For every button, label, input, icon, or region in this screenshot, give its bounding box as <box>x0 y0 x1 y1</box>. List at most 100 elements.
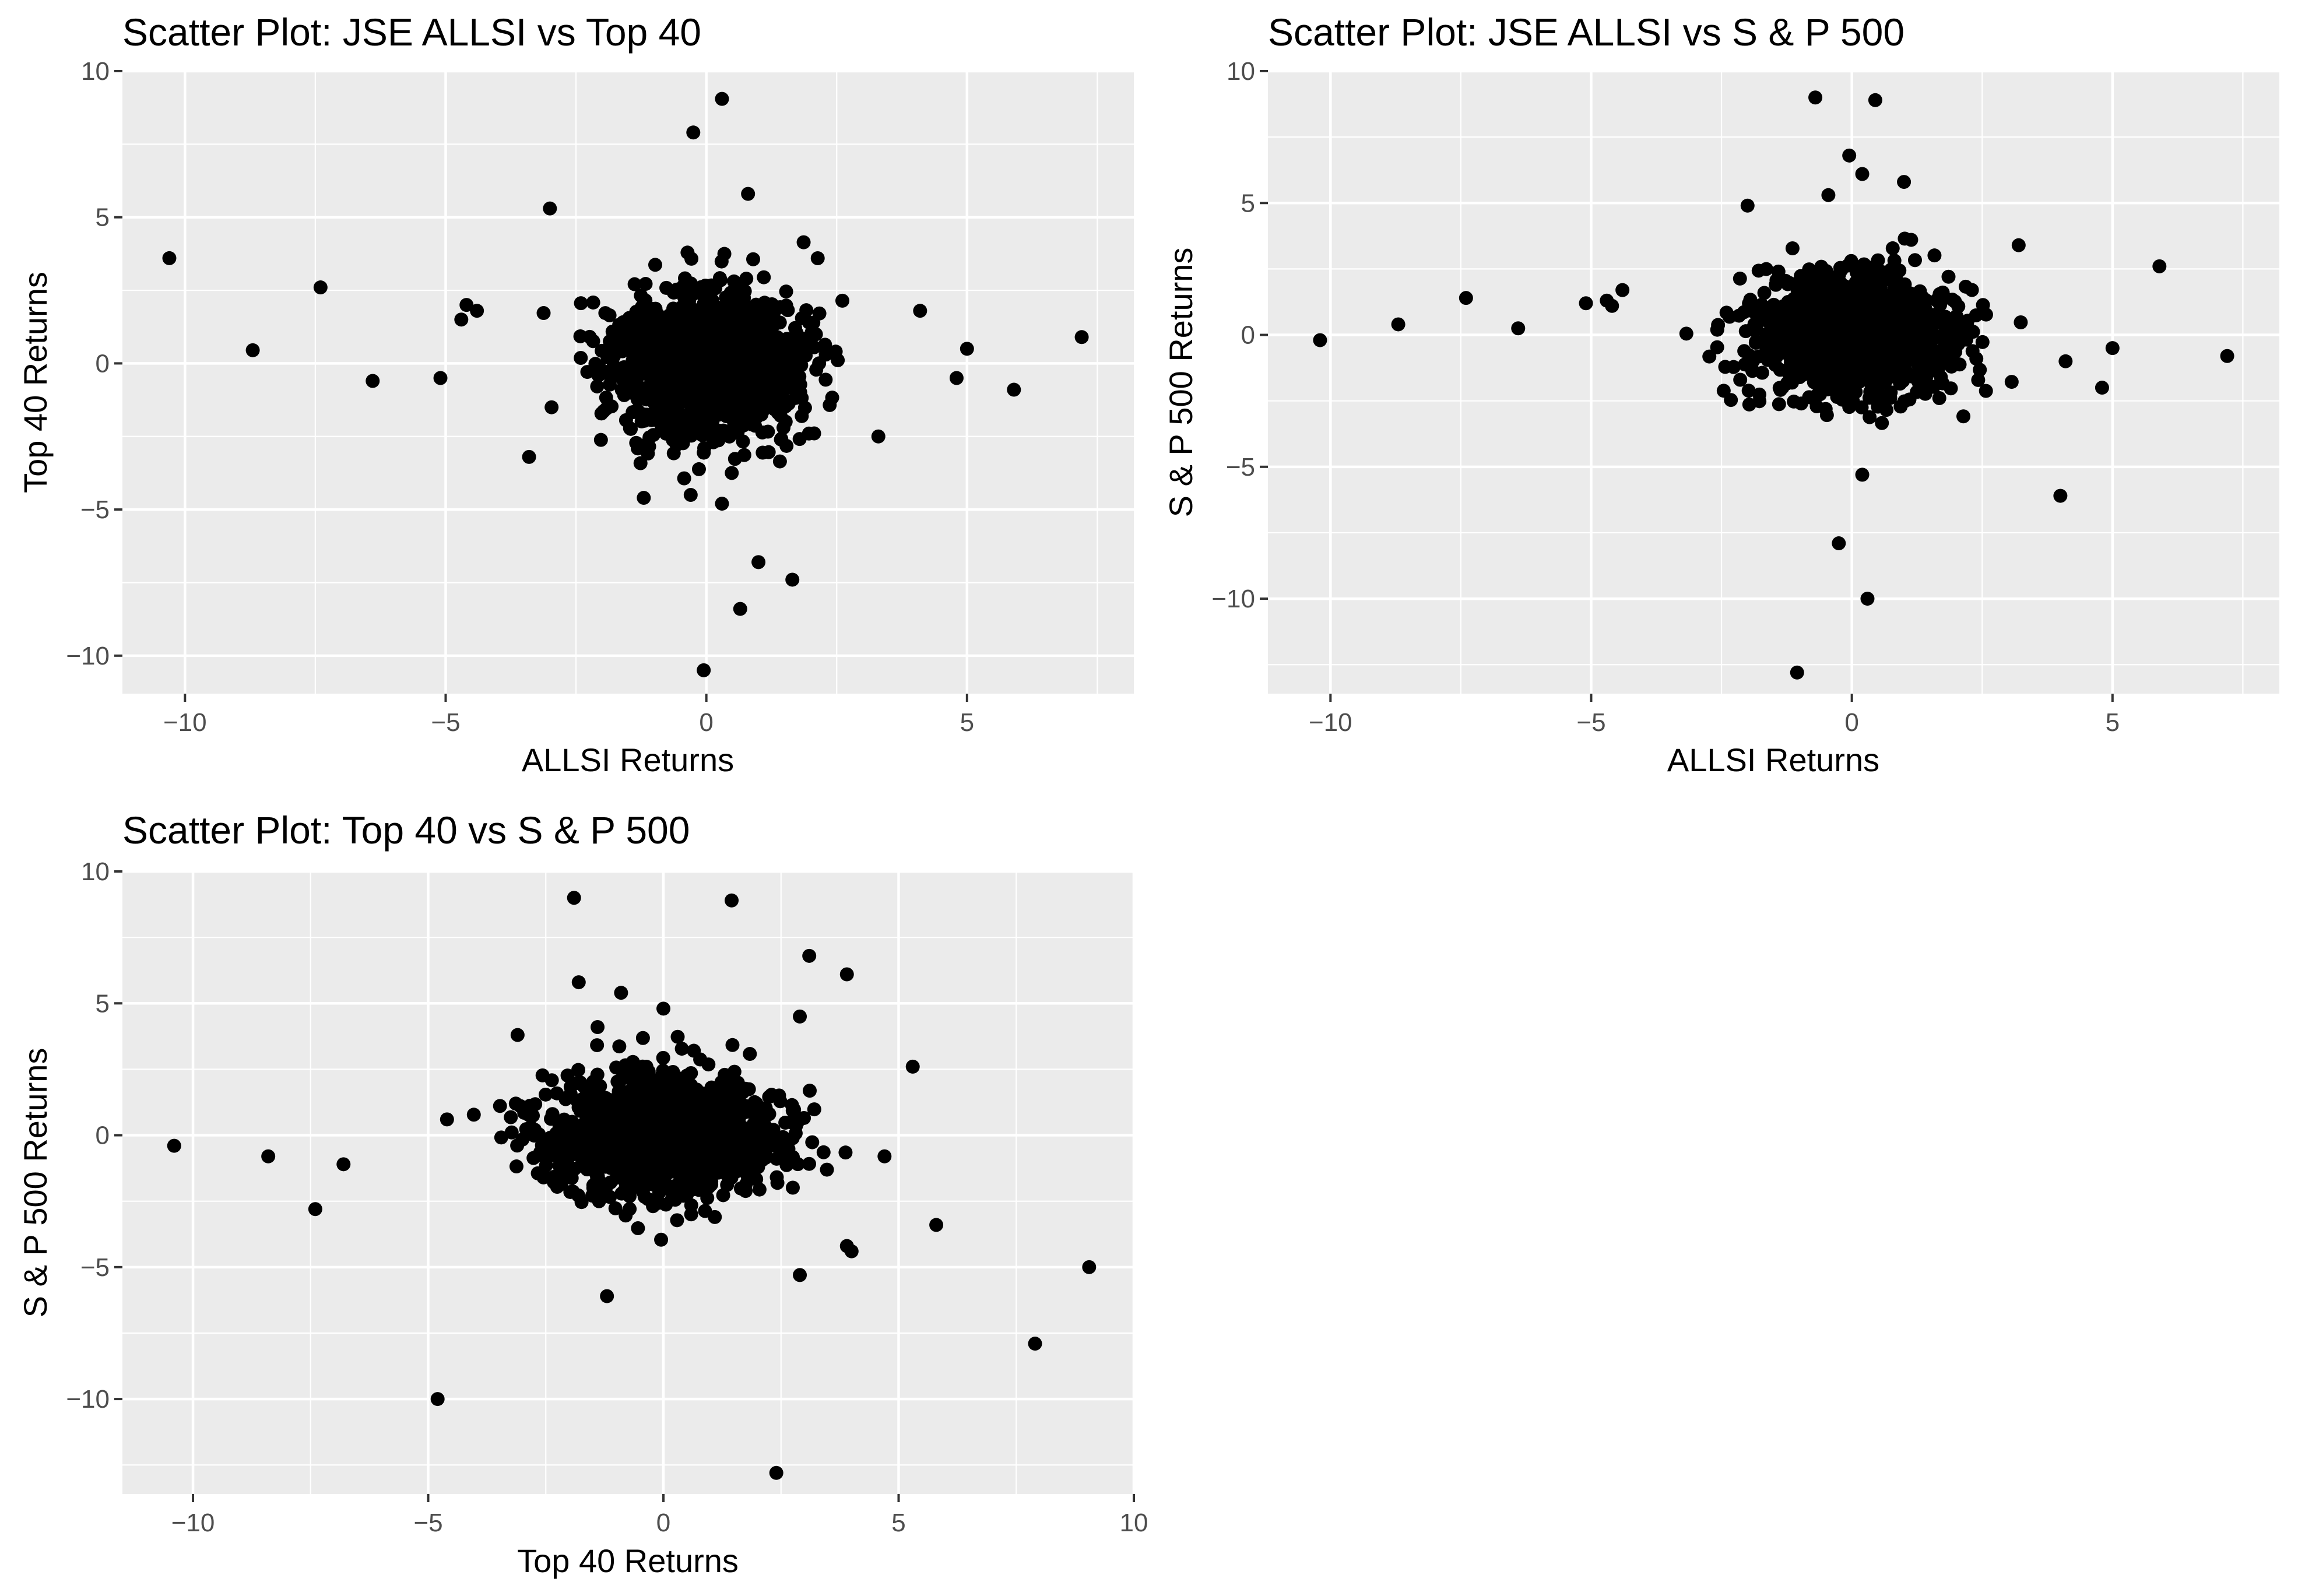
data-point <box>1965 283 1979 297</box>
data-point <box>1798 273 1813 287</box>
data-point <box>1615 283 1630 297</box>
data-point <box>597 1145 612 1159</box>
data-point <box>704 1148 719 1162</box>
data-point <box>683 488 698 502</box>
data-point <box>656 1050 670 1065</box>
data-point <box>1716 384 1731 398</box>
data-point <box>761 424 775 439</box>
data-point <box>1819 263 1833 278</box>
data-point <box>510 1028 525 1042</box>
data-point <box>793 1268 807 1282</box>
data-point <box>647 396 662 411</box>
data-point <box>593 1183 607 1197</box>
data-point <box>680 1115 694 1129</box>
data-point <box>716 1188 730 1203</box>
data-point <box>1743 293 1758 307</box>
data-point <box>728 1091 743 1105</box>
data-point <box>336 1157 351 1172</box>
data-point <box>632 1089 646 1104</box>
data-point <box>764 1088 779 1102</box>
data-point <box>580 365 595 379</box>
data-point <box>721 333 736 348</box>
data-point <box>2014 315 2028 330</box>
data-point <box>536 306 551 321</box>
data-point <box>433 371 448 385</box>
data-point <box>648 258 662 272</box>
data-point <box>1843 286 1857 300</box>
data-point <box>2053 488 2068 503</box>
data-point <box>741 187 756 201</box>
scatter-chart-allsi-vs-sp500: Scatter Plot: JSE ALLSI vs S & P 500 −10… <box>1162 10 2279 778</box>
data-point <box>590 379 605 393</box>
data-point <box>810 251 825 266</box>
data-point <box>747 1103 761 1117</box>
x-tick-label: 0 <box>699 708 713 737</box>
data-point <box>803 1084 817 1098</box>
data-point <box>681 294 696 309</box>
data-point <box>1842 148 1857 163</box>
data-point <box>2220 349 2234 363</box>
data-point <box>785 1180 800 1195</box>
data-point <box>602 377 617 392</box>
x-tick-label: −5 <box>1576 708 1605 737</box>
data-point <box>1710 322 1724 337</box>
data-points <box>1313 90 2234 680</box>
data-point <box>1819 408 1834 423</box>
data-point <box>1825 356 1840 371</box>
data-point <box>665 1191 679 1206</box>
y-tick-label: −5 <box>1226 453 1255 481</box>
x-axis-label: ALLSI Returns <box>1667 741 1879 778</box>
data-point <box>637 441 651 456</box>
data-point <box>2152 259 2167 273</box>
data-point <box>546 1130 560 1144</box>
data-point <box>693 1052 708 1067</box>
data-point <box>1917 312 1932 326</box>
data-point <box>1794 396 1808 411</box>
data-point <box>1885 241 1900 255</box>
data-point <box>949 371 964 385</box>
data-point <box>676 279 691 293</box>
data-point <box>694 1107 708 1122</box>
data-point <box>470 304 484 318</box>
data-point <box>733 602 747 616</box>
data-point <box>738 347 753 362</box>
x-tick-label: 5 <box>2106 708 2120 737</box>
data-point <box>617 1142 631 1156</box>
data-point <box>608 1201 623 1215</box>
data-point <box>571 975 586 990</box>
data-point <box>539 1087 553 1102</box>
data-point <box>592 1194 606 1208</box>
data-point <box>1871 253 1885 268</box>
data-point <box>1757 286 1772 300</box>
scatter-chart-top40-vs-sp500: Scatter Plot: Top 40 vs S & P 500 −10 −5 0… <box>17 808 1148 1579</box>
data-point <box>704 423 718 438</box>
data-point <box>701 318 715 332</box>
data-point <box>1747 305 1762 319</box>
data-point <box>1869 385 1884 400</box>
data-point <box>1726 360 1741 374</box>
data-point <box>672 406 686 420</box>
data-point <box>1928 315 1943 330</box>
data-point <box>729 1141 743 1156</box>
data-point <box>513 1099 528 1113</box>
y-tick-label: 0 <box>1241 321 1255 350</box>
data-point <box>718 1090 732 1105</box>
data-point <box>736 434 750 449</box>
data-point <box>1783 328 1798 342</box>
data-point <box>1786 355 1801 370</box>
data-point <box>726 388 741 403</box>
data-point <box>1742 397 1756 412</box>
data-point <box>1976 298 1990 312</box>
data-point <box>599 401 614 416</box>
x-axis: −10 −5 0 5 10 <box>171 1494 1148 1537</box>
data-point <box>527 1129 542 1143</box>
x-tick-label: 5 <box>960 708 974 737</box>
data-point <box>1979 384 1993 398</box>
data-point <box>670 1029 685 1044</box>
data-point <box>706 1130 721 1145</box>
data-point <box>1897 371 1912 385</box>
data-point <box>648 331 663 345</box>
data-point <box>537 1149 551 1164</box>
chart-title: Scatter Plot: Top 40 vs S & P 500 <box>122 808 690 852</box>
